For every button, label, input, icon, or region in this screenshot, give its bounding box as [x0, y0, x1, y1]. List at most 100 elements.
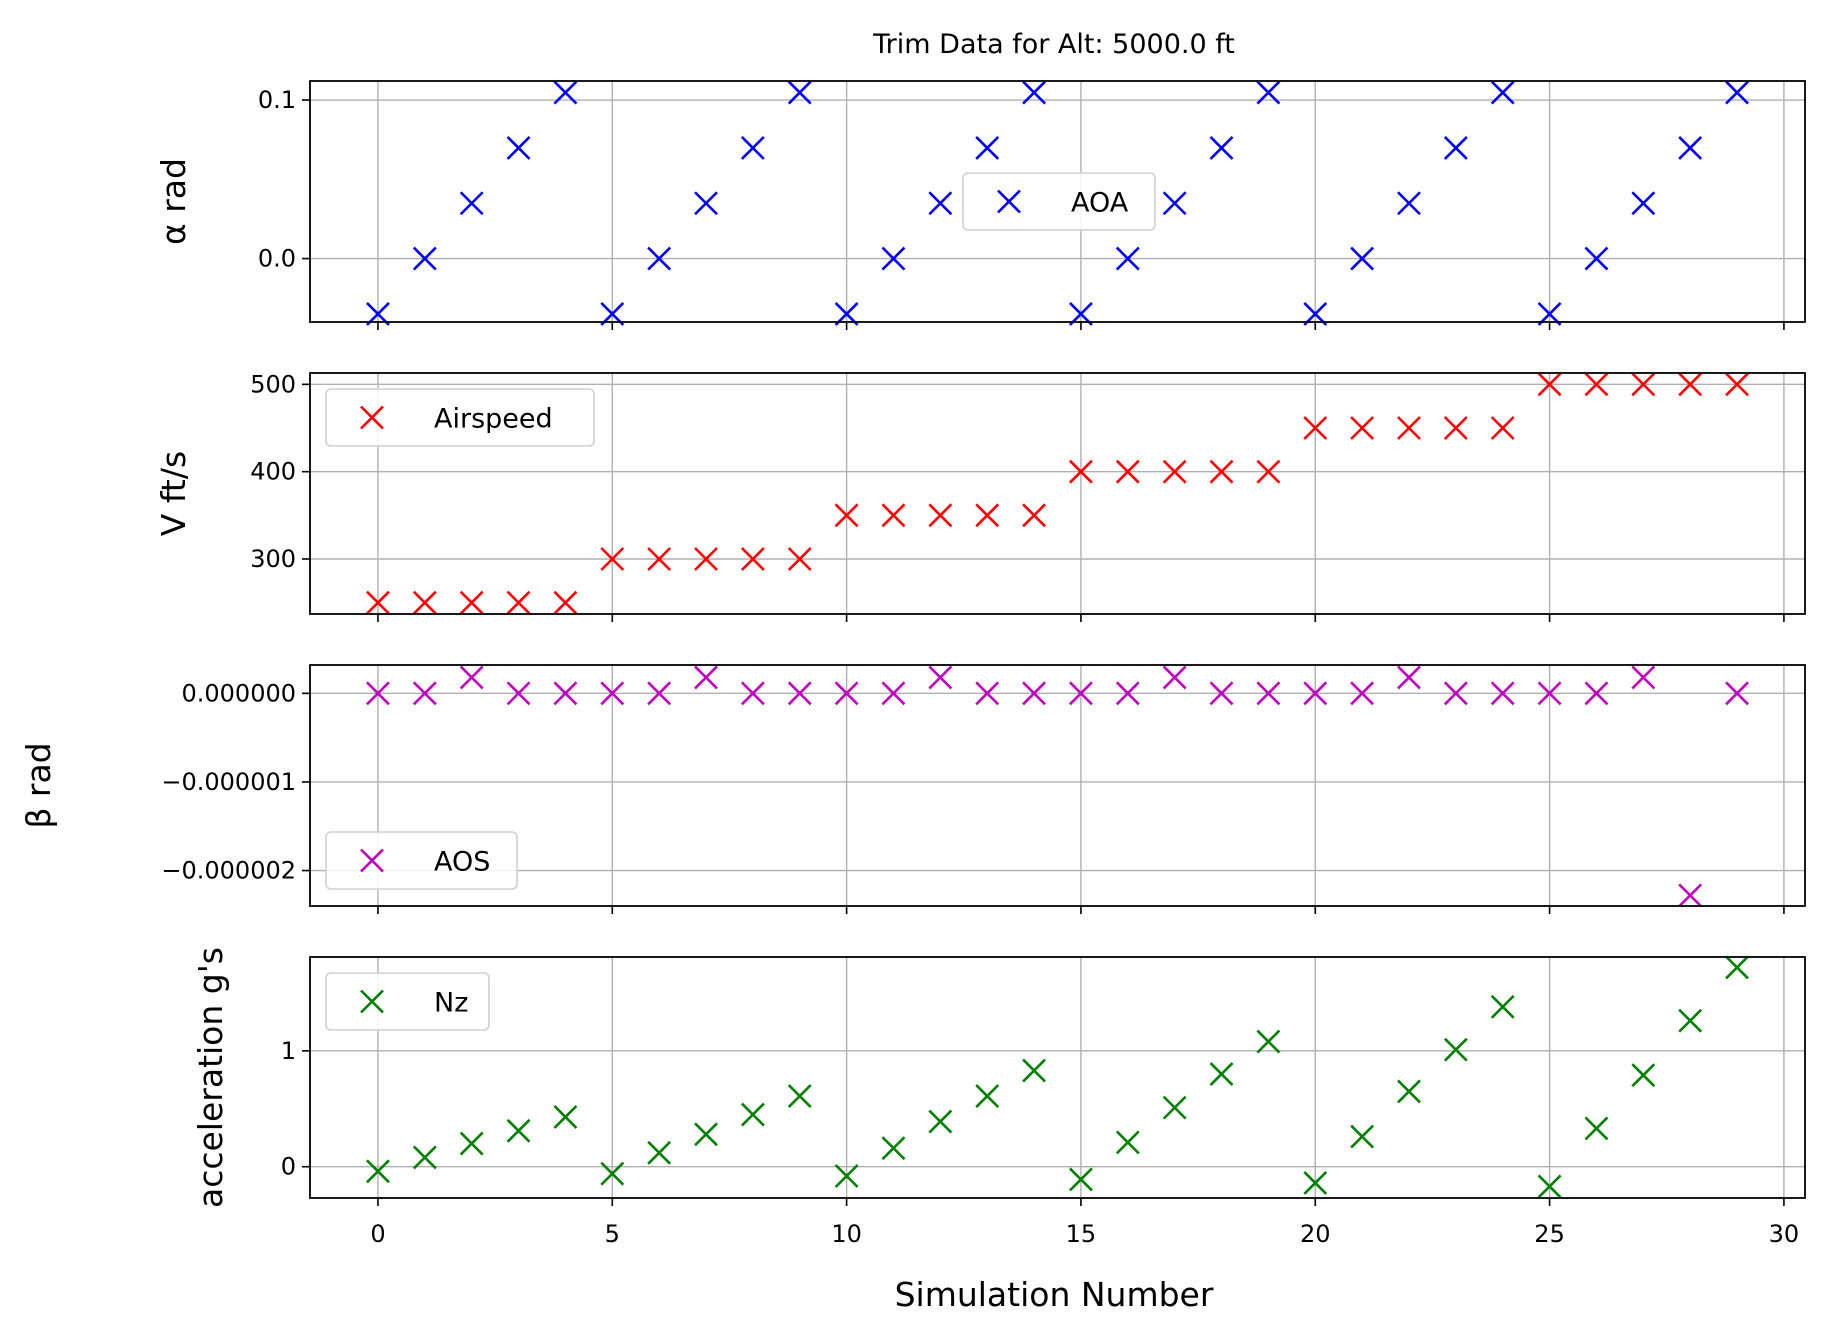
data-point — [1584, 681, 1609, 706]
data-point — [1725, 372, 1749, 397]
data-point — [1022, 681, 1046, 706]
x-tick-label: 0 — [370, 1220, 385, 1248]
data-point — [1490, 416, 1515, 440]
y-tick-label: 0.000000 — [181, 679, 296, 707]
data-point — [647, 547, 672, 571]
data-point — [1115, 681, 1140, 706]
legend-marker — [360, 989, 384, 1014]
data-point — [1397, 416, 1421, 440]
y-tick-label: 0.1 — [258, 86, 296, 114]
data-point — [1678, 883, 1703, 908]
data-point — [1069, 681, 1093, 706]
y-tick-label: 0 — [281, 1153, 296, 1181]
data-point — [1443, 1037, 1468, 1062]
legend-label: AOS — [434, 847, 490, 878]
data-point — [1397, 665, 1421, 690]
data-point — [1209, 459, 1234, 484]
data-point — [1022, 80, 1046, 105]
axes-frame — [309, 80, 1806, 323]
data-point — [1256, 1029, 1281, 1054]
x-tick-label: 20 — [1300, 1220, 1331, 1248]
legend-alpha: AOA — [962, 172, 1156, 231]
data-point — [459, 590, 484, 615]
data-point — [1069, 1167, 1093, 1192]
x-tick-label: 5 — [605, 1220, 620, 1248]
data-point — [1022, 1058, 1046, 1083]
data-point — [694, 1122, 718, 1147]
data-point — [412, 681, 437, 706]
y-tick-label: 500 — [250, 370, 296, 398]
x-tick-label: 10 — [831, 1220, 862, 1248]
data-point — [459, 1131, 484, 1156]
data-point — [1443, 135, 1468, 160]
data-point — [1725, 681, 1749, 706]
x-tick-label: 15 — [1066, 1220, 1097, 1248]
x-tick-label: 30 — [1769, 1220, 1800, 1248]
data-point — [1115, 1130, 1140, 1155]
data-point — [928, 503, 953, 528]
data-point — [1303, 681, 1328, 706]
data-point — [881, 681, 906, 706]
data-point — [740, 547, 765, 571]
axes-frame — [309, 372, 1806, 615]
data-point — [1256, 80, 1281, 105]
data-point — [366, 1159, 390, 1184]
data-point — [1209, 135, 1234, 160]
data-point — [694, 191, 718, 216]
data-point — [928, 1109, 953, 1134]
data-point — [834, 1164, 859, 1188]
data-point — [600, 681, 625, 706]
data-point — [787, 80, 812, 105]
series-aos — [366, 665, 1749, 908]
data-point — [1350, 246, 1375, 271]
data-point — [1537, 372, 1562, 397]
data-point — [1490, 994, 1515, 1019]
legend-label: AOA — [1071, 188, 1129, 219]
data-point — [412, 246, 437, 271]
series-airspeed — [366, 372, 1749, 615]
data-point — [1115, 459, 1140, 484]
data-point — [366, 590, 390, 615]
data-point — [1584, 1116, 1609, 1141]
data-point — [928, 191, 953, 216]
data-point — [975, 135, 1000, 160]
y-tick-label: 1 — [281, 1037, 296, 1065]
data-point — [1443, 416, 1468, 440]
data-point — [1162, 191, 1187, 216]
data-point — [553, 1104, 578, 1129]
y-tick-label: 300 — [250, 545, 296, 573]
series-nz — [366, 955, 1749, 1199]
data-point — [740, 1102, 765, 1127]
y-tick-label: 400 — [250, 458, 296, 486]
data-point — [1584, 372, 1609, 397]
data-point — [412, 590, 437, 615]
data-point — [1678, 372, 1703, 397]
x-tick-label: 25 — [1534, 1220, 1565, 1248]
data-point — [1162, 665, 1187, 690]
data-point — [787, 1084, 812, 1108]
subplot-airspeed: 300 400 500 V ft/s Airspeed — [154, 370, 1806, 622]
data-point — [553, 80, 578, 105]
legend-label: Airspeed — [434, 404, 553, 435]
subplot-beta: −0.000002 −0.000001 0.000000 β rad AOS — [19, 664, 1806, 914]
data-point — [1209, 681, 1234, 706]
data-point — [1256, 459, 1281, 484]
chart-title: Trim Data for Alt: 5000.0 ft — [872, 29, 1235, 60]
data-point — [506, 135, 531, 160]
data-point — [1537, 681, 1562, 706]
data-point — [600, 547, 625, 571]
data-point — [787, 547, 812, 571]
legend-label: Nz — [434, 988, 468, 1019]
data-point — [506, 590, 531, 615]
data-point — [881, 503, 906, 528]
data-point — [975, 681, 1000, 706]
y-axis-label-beta: β rad — [19, 742, 58, 828]
y-axis-label-nz: acceleration g's — [191, 947, 230, 1208]
data-point — [1069, 459, 1093, 484]
data-point — [1725, 955, 1749, 980]
legend-marker — [997, 189, 1021, 214]
legend-nz: Nz — [325, 972, 490, 1031]
data-point — [881, 1136, 906, 1161]
data-point — [553, 590, 578, 615]
